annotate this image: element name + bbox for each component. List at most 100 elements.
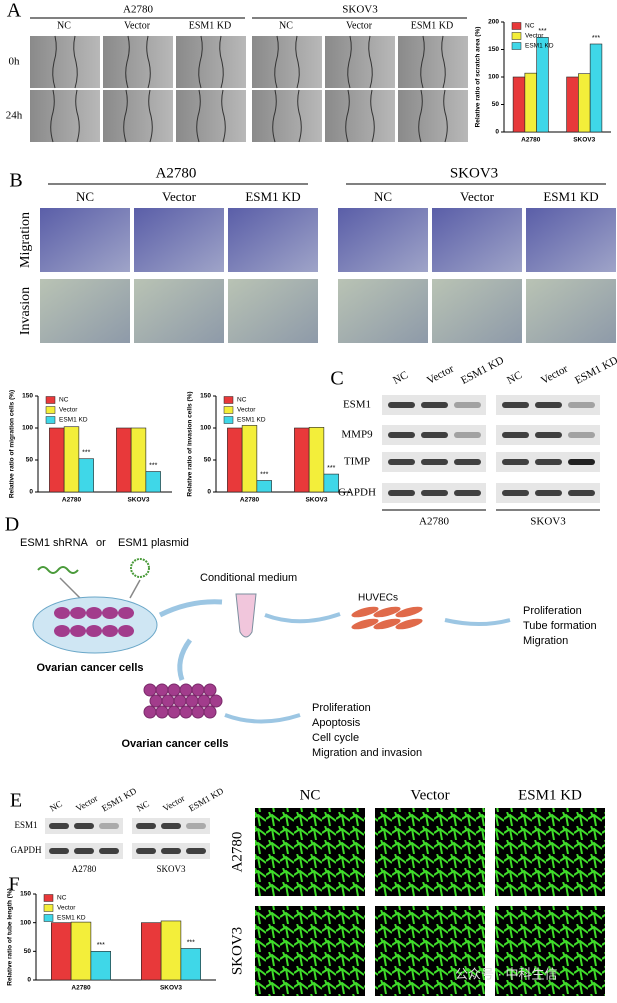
blot-band bbox=[161, 823, 181, 829]
cancer-cell bbox=[173, 694, 187, 708]
blot-band bbox=[568, 459, 595, 465]
legend-label: Vector bbox=[57, 905, 76, 912]
huvec bbox=[351, 618, 379, 630]
label: Vector bbox=[539, 363, 570, 387]
tube-image bbox=[375, 808, 485, 896]
blot-band bbox=[161, 848, 181, 854]
cancer-cell bbox=[161, 694, 175, 708]
label: SKOV3 bbox=[342, 4, 378, 16]
x-tick-label: SKOV3 bbox=[160, 985, 182, 992]
x-tick-label: A2780 bbox=[71, 985, 91, 992]
invasion-image bbox=[432, 279, 522, 343]
legend-label: Vector bbox=[237, 407, 256, 414]
y-tick-label: 200 bbox=[488, 19, 499, 26]
label: NC bbox=[57, 20, 71, 31]
blot-band bbox=[388, 459, 415, 465]
label: Vector bbox=[124, 20, 151, 31]
bar bbox=[227, 427, 243, 493]
x-tick-label: A2780 bbox=[521, 137, 541, 144]
scratch-edge bbox=[196, 89, 226, 143]
arrow bbox=[59, 577, 141, 599]
invasion-image bbox=[228, 279, 318, 343]
label: ESM1 bbox=[343, 399, 371, 411]
tube bbox=[235, 593, 257, 638]
legend-label: ESM1 KD bbox=[525, 43, 554, 50]
scratch-image bbox=[176, 90, 246, 142]
scratch-image bbox=[398, 36, 468, 88]
blot-band bbox=[99, 823, 119, 829]
label: NC bbox=[135, 799, 151, 814]
watermark: 公众号 · 中科生信 bbox=[455, 966, 558, 981]
bar bbox=[50, 922, 72, 981]
legend-swatch bbox=[223, 396, 234, 404]
blot-band bbox=[186, 848, 206, 854]
x-tick-label: A2780 bbox=[62, 497, 82, 504]
label: D bbox=[5, 514, 19, 536]
bar bbox=[130, 427, 147, 493]
legend-swatch bbox=[511, 32, 522, 40]
scratch-edge bbox=[125, 35, 151, 89]
bar bbox=[116, 427, 132, 493]
label: NC bbox=[300, 787, 321, 803]
y-tick-label: 150 bbox=[200, 393, 211, 400]
blot-band bbox=[535, 490, 562, 496]
cell bbox=[70, 607, 86, 619]
effect: Migration and invasion bbox=[312, 747, 422, 759]
scratch-edge bbox=[198, 35, 224, 89]
significance: *** bbox=[149, 462, 157, 469]
cancer-cell bbox=[179, 705, 193, 719]
bar bbox=[141, 922, 162, 981]
cell bbox=[54, 607, 70, 619]
label: A2780 bbox=[123, 4, 153, 16]
blot-band bbox=[388, 402, 415, 408]
blot-band bbox=[74, 823, 94, 829]
scratch-image bbox=[30, 90, 100, 142]
effect: Tube formation bbox=[523, 620, 597, 632]
effect: Migration bbox=[523, 635, 568, 647]
cancer-cell bbox=[143, 683, 157, 697]
effect: Apoptosis bbox=[312, 717, 361, 729]
bar bbox=[524, 72, 537, 133]
blot-band bbox=[502, 402, 529, 408]
x-tick-label: SKOV3 bbox=[305, 497, 327, 504]
bar bbox=[308, 427, 325, 493]
bar bbox=[63, 426, 80, 493]
huvec bbox=[395, 606, 423, 618]
dish bbox=[32, 596, 158, 654]
scratch-edge bbox=[52, 35, 78, 89]
bar bbox=[578, 73, 591, 133]
legend-swatch bbox=[45, 416, 56, 424]
legend-swatch bbox=[43, 914, 54, 922]
bar bbox=[256, 480, 272, 493]
legend-label: ESM1 KD bbox=[59, 417, 88, 424]
blot-band bbox=[454, 432, 481, 438]
label: ESM1 KD bbox=[518, 787, 582, 803]
label: Vector bbox=[161, 793, 186, 813]
y-axis-title: Relative ratio of migration cells (%) bbox=[9, 390, 16, 498]
cancer-cell bbox=[149, 694, 163, 708]
agent: ESM1 plasmid bbox=[118, 537, 189, 549]
label: Vector bbox=[425, 363, 456, 387]
legend-swatch bbox=[45, 406, 56, 414]
invasion-image bbox=[526, 279, 616, 343]
significance: *** bbox=[97, 942, 105, 949]
legend-label: NC bbox=[237, 397, 247, 404]
label: NC bbox=[279, 20, 293, 31]
label: Migration bbox=[18, 212, 33, 268]
bar bbox=[145, 471, 161, 493]
tube-image bbox=[255, 808, 365, 896]
cell bbox=[86, 607, 102, 619]
label: SKOV3 bbox=[530, 516, 566, 528]
label: Invasion bbox=[18, 287, 33, 335]
blot-band bbox=[186, 823, 206, 829]
legend-label: ESM1 KD bbox=[237, 417, 266, 424]
effect: Proliferation bbox=[312, 702, 371, 714]
significance: *** bbox=[82, 450, 90, 457]
label: ESM1 KD bbox=[411, 20, 454, 31]
legend-swatch bbox=[511, 22, 522, 30]
significance: *** bbox=[327, 465, 335, 472]
cancer-cell bbox=[167, 683, 181, 697]
x-tick-label: SKOV3 bbox=[573, 137, 595, 144]
arrow bbox=[444, 618, 511, 626]
label: SKOV3 bbox=[156, 864, 186, 874]
